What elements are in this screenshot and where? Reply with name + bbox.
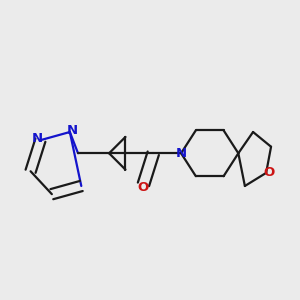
Text: N: N (176, 147, 187, 160)
Text: N: N (32, 132, 43, 146)
Text: O: O (138, 181, 149, 194)
Text: O: O (264, 167, 275, 179)
Text: N: N (67, 124, 78, 137)
